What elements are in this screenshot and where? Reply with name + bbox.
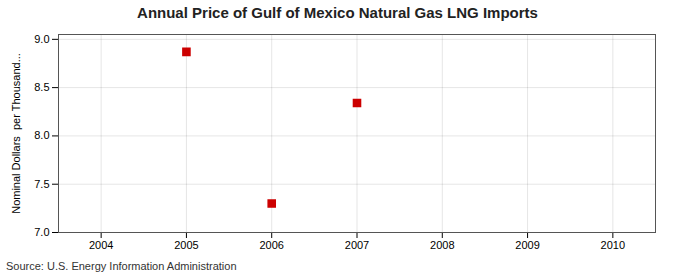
svg-text:8.0: 8.0 [34, 129, 49, 141]
svg-text:2005: 2005 [174, 239, 198, 251]
svg-text:2007: 2007 [345, 239, 369, 251]
html-text:Source: U.S. Energy Informatio: Source: U.S. Energy Information Administ… [6, 260, 237, 272]
svg-text:9.0: 9.0 [34, 33, 49, 45]
svg-text:8.5: 8.5 [34, 81, 49, 93]
html-text:Annual Price of Gulf of Mexico: Annual Price of Gulf of Mexico Natural G… [137, 4, 538, 21]
svg-text:2008: 2008 [430, 239, 454, 251]
svg-text:7.0: 7.0 [34, 226, 49, 238]
svg-text:7.5: 7.5 [34, 178, 49, 190]
svg-text:Nominal Dollars per Thousand.: Nominal Dollars per Thousand... [10, 53, 22, 214]
svg-text:2004: 2004 [89, 239, 113, 251]
svg-text:2010: 2010 [601, 239, 625, 251]
svg-text:2009: 2009 [515, 239, 539, 251]
svg-text:2006: 2006 [259, 239, 283, 251]
